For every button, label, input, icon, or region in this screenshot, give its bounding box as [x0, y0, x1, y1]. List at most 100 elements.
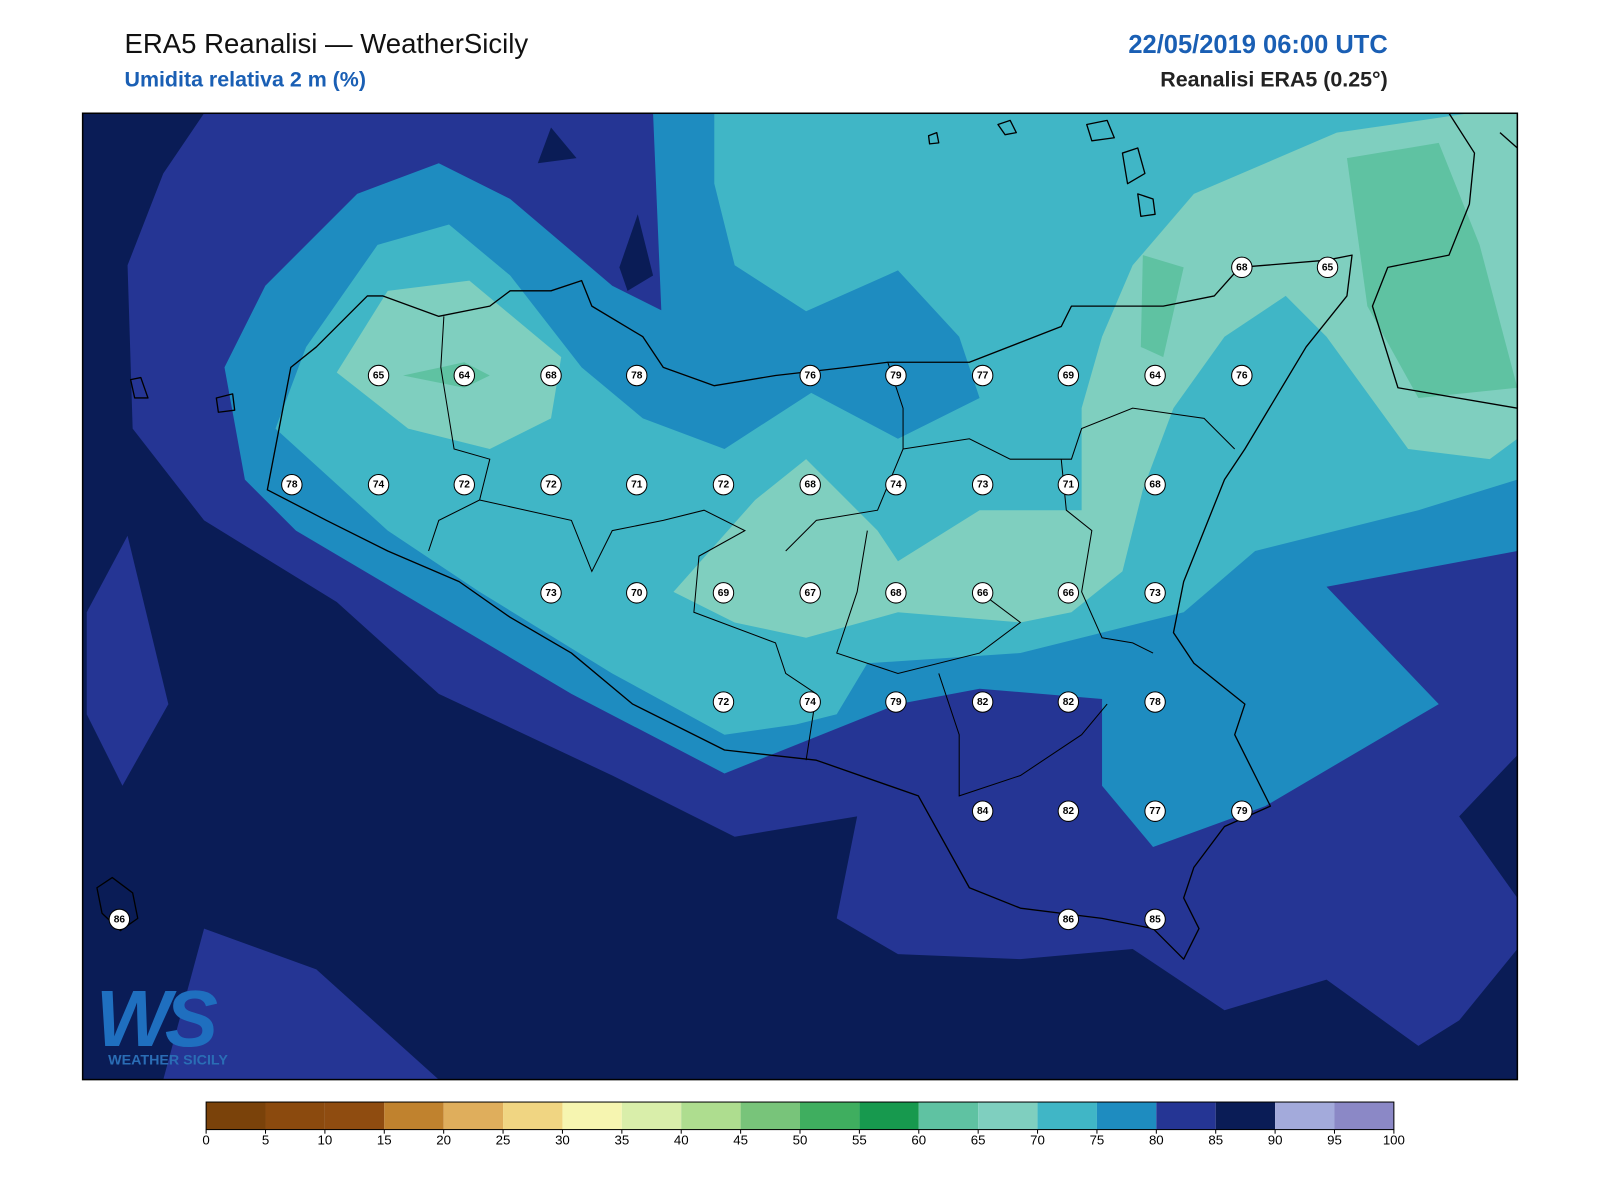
station-marker [971, 691, 994, 713]
station-marker [1057, 800, 1080, 822]
station-marker [540, 364, 562, 387]
colorbar-tick-label: 65 [971, 1132, 986, 1147]
colorbar-tick-label: 100 [1383, 1132, 1405, 1147]
station-value: 76 [1236, 371, 1248, 382]
colorbar-tick-label: 95 [1327, 1132, 1342, 1147]
station-value: 86 [1063, 914, 1075, 925]
colorbar-tick-label: 75 [1090, 1132, 1105, 1147]
contour [673, 113, 1518, 638]
station-value: 71 [1063, 480, 1075, 491]
station-marker [1057, 473, 1080, 496]
province-border [836, 530, 1022, 675]
station-value: 79 [1236, 806, 1248, 817]
station-marker [626, 364, 648, 387]
colorbar-cell [621, 1102, 682, 1130]
station-value: 64 [459, 371, 471, 382]
station-marker [1144, 800, 1166, 822]
province-border [1060, 459, 1154, 654]
subtitle: Umidita relativa 2 m (%) [124, 68, 366, 92]
colorbar-cell [1215, 1102, 1276, 1130]
colorbar-cell [324, 1102, 385, 1130]
logo-name: WEATHER SICILY [108, 1052, 228, 1068]
colorbar-tick-label: 45 [733, 1132, 748, 1147]
map-area [82, 113, 1518, 1080]
island [129, 376, 149, 399]
island [1121, 147, 1146, 185]
station-value: 68 [1236, 262, 1248, 273]
colorbar-tick-label: 80 [1149, 1132, 1164, 1147]
province-border [902, 407, 1236, 460]
station-value: 79 [890, 697, 902, 708]
colorbar-tick-label: 20 [436, 1132, 451, 1147]
station-marker [626, 473, 648, 496]
station-value: 66 [977, 588, 989, 599]
station-value: 77 [977, 371, 989, 382]
colorbar-cell [562, 1102, 622, 1130]
station-marker [1144, 364, 1166, 387]
station-marker [367, 473, 390, 496]
station-value: 71 [631, 480, 643, 491]
province-border [938, 673, 1108, 797]
station-marker [1144, 582, 1166, 604]
station-value: 74 [373, 480, 385, 491]
station-value: 79 [890, 371, 902, 382]
source: Reanalisi ERA5 (0.25°) [1160, 68, 1387, 92]
colorbar-cell [1156, 1102, 1216, 1130]
stations: 68 65 65 64 68 78 76 79 77 69 64 76 78 74 72 72 71 72 68 74… [108, 256, 1339, 931]
island [997, 119, 1017, 136]
logo: WS WEATHER SICILY [96, 974, 228, 1068]
station-value: 73 [977, 480, 989, 491]
station-value: 85 [1149, 914, 1161, 925]
colorbar-cell [503, 1102, 563, 1130]
colorbar-tick-label: 60 [911, 1132, 926, 1147]
station-value: 66 [1063, 588, 1075, 599]
station-marker [1057, 582, 1080, 604]
station-value: 68 [890, 588, 902, 599]
station-value: 84 [977, 806, 989, 817]
station-marker [885, 582, 907, 604]
colorbar-cell [800, 1102, 860, 1130]
station-marker [1057, 364, 1080, 387]
station-value: 82 [977, 697, 989, 708]
station-value: 73 [1149, 588, 1161, 599]
colorbar-cell [265, 1102, 325, 1130]
station-value: 67 [805, 588, 817, 599]
colorbar-cell [1334, 1102, 1394, 1130]
colorbar-cell [740, 1102, 800, 1130]
colorbar-cell [681, 1102, 741, 1130]
station-marker [453, 473, 475, 496]
province-border [479, 499, 817, 761]
station-marker [1231, 800, 1253, 822]
station-value: 78 [631, 371, 643, 382]
station-marker [281, 473, 303, 496]
station-marker [885, 691, 907, 713]
station-value: 74 [805, 697, 817, 708]
station-marker [1144, 908, 1166, 931]
station-marker [712, 582, 735, 604]
island [1086, 119, 1115, 142]
station-value: 72 [718, 480, 730, 491]
station-value: 72 [718, 697, 730, 708]
station-value: 64 [1149, 371, 1161, 382]
station-marker [712, 691, 735, 713]
contour [336, 280, 562, 449]
contour [1346, 142, 1518, 398]
colorbar-tick-label: 25 [496, 1132, 511, 1147]
station-marker [1231, 364, 1253, 387]
colorbar-tick-label: 15 [377, 1132, 392, 1147]
station-marker [971, 364, 994, 387]
station-value: 82 [1063, 697, 1075, 708]
station-marker [885, 473, 907, 496]
station-marker [108, 908, 131, 931]
station-value: 69 [718, 588, 730, 599]
station-value: 72 [459, 480, 471, 491]
island [215, 393, 236, 413]
station-marker [540, 473, 562, 496]
station-value: 68 [805, 480, 817, 491]
province-border [428, 316, 491, 552]
station-value: 65 [373, 371, 385, 382]
colorbar-tick-label: 0 [202, 1132, 209, 1147]
colorbar-tick-label: 30 [555, 1132, 570, 1147]
map-frame [81, 112, 1519, 1081]
